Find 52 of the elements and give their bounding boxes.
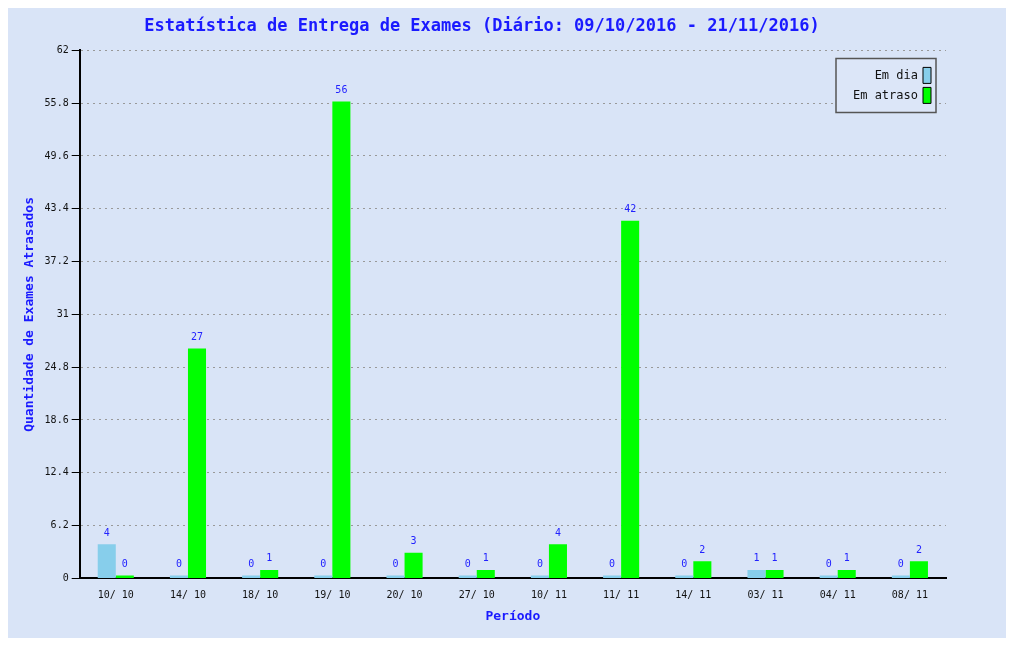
y-tick-label: 55.8 (44, 96, 69, 108)
x-tick-label: 27/ 10 (458, 588, 495, 600)
x-tick-label: 10/ 10 (97, 588, 134, 600)
x-tick-label: 20/ 10 (386, 588, 423, 600)
y-tick-label: 6.2 (50, 519, 69, 531)
data-label: 0 (681, 557, 688, 569)
data-label: 0 (121, 557, 128, 569)
data-label: 0 (392, 557, 399, 569)
y-tick-label: 0 (62, 571, 69, 583)
x-tick-label: 18/ 10 (242, 588, 279, 600)
y-axis-title: Quantidade de Exames Atrasados (21, 196, 37, 432)
x-tick-label: 04/ 11 (819, 588, 856, 600)
data-label: 42 (624, 203, 637, 215)
y-tick-label: 43.4 (44, 202, 69, 214)
data-label: 0 (464, 557, 471, 569)
data-label: 4 (103, 526, 110, 538)
y-tick-label: 18.6 (44, 413, 69, 425)
data-label: 1 (843, 552, 850, 564)
data-label: 27 (190, 331, 204, 343)
x-axis-title: Período (485, 607, 541, 623)
y-tick-label: 62 (56, 43, 69, 55)
x-tick-label: 10/ 11 (530, 588, 567, 600)
legend-label: Em atraso (852, 87, 918, 102)
data-label: 4 (554, 526, 561, 538)
data-label: 56 (335, 84, 348, 96)
data-label: 0 (536, 557, 543, 569)
data-label: 0 (175, 557, 182, 569)
y-tick-label: 12.4 (44, 466, 69, 478)
y-tick-label: 31 (56, 307, 69, 319)
x-tick-label: 11/ 11 (603, 588, 640, 600)
data-label: 0 (248, 557, 255, 569)
data-label: 3 (410, 535, 417, 547)
data-label: 2 (915, 543, 922, 555)
data-label: 1 (753, 552, 760, 564)
data-label: 0 (825, 557, 832, 569)
data-label: 0 (609, 557, 616, 569)
data-label: 0 (897, 557, 904, 569)
x-tick-label: 08/ 11 (891, 588, 928, 600)
data-label: 2 (699, 543, 706, 555)
data-label: 0 (320, 557, 327, 569)
chart-title: Estatística de Entrega de Exames (Diário: 09/10/2016 - 21/11/2016) (144, 14, 820, 35)
x-tick-label: 14/ 10 (169, 588, 207, 600)
legend-label: Em dia (874, 67, 918, 82)
x-tick-label: 03/ 11 (747, 588, 784, 600)
data-label: 1 (482, 552, 489, 564)
data-label: 1 (266, 552, 273, 564)
x-tick-label: 14/ 11 (675, 588, 712, 600)
y-tick-label: 24.8 (44, 360, 69, 372)
y-tick-label: 49.6 (44, 149, 69, 161)
x-tick-label: 19/ 10 (314, 588, 351, 600)
data-label: 1 (771, 552, 778, 564)
y-tick-label: 37.2 (44, 255, 69, 267)
